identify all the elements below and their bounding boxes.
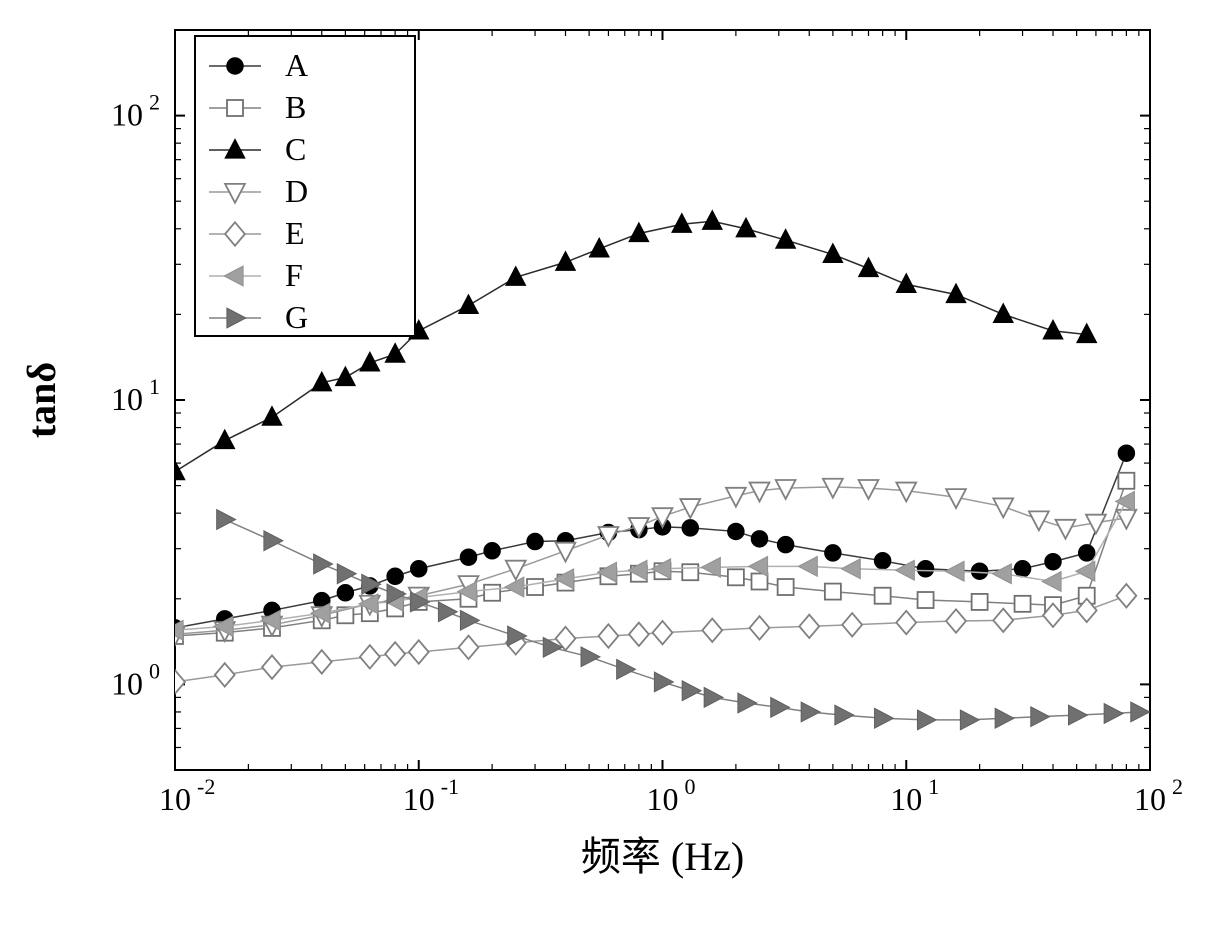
svg-text:10: 10 bbox=[159, 781, 191, 817]
y-axis-label: tanδ bbox=[19, 362, 64, 438]
svg-text:10: 10 bbox=[403, 781, 435, 817]
svg-text:10: 10 bbox=[111, 665, 143, 701]
svg-text:1: 1 bbox=[149, 374, 160, 399]
legend-label-F: F bbox=[285, 257, 303, 293]
legend-label-E: E bbox=[285, 215, 305, 251]
svg-text:-1: -1 bbox=[441, 774, 459, 799]
svg-text:10: 10 bbox=[647, 781, 679, 817]
legend-label-G: G bbox=[285, 299, 308, 335]
legend-label-C: C bbox=[285, 131, 306, 167]
svg-text:1: 1 bbox=[928, 774, 939, 799]
svg-text:10: 10 bbox=[890, 781, 922, 817]
x-axis-label: 频率 (Hz) bbox=[581, 834, 744, 879]
svg-text:0: 0 bbox=[149, 658, 160, 683]
chart-svg: 10-210-1100101102100101102频率 (Hz)tanδABC… bbox=[0, 0, 1214, 934]
series-B bbox=[167, 473, 1134, 644]
legend-label-B: B bbox=[285, 89, 306, 125]
chart-container: 10-210-1100101102100101102频率 (Hz)tanδABC… bbox=[0, 0, 1214, 934]
svg-text:0: 0 bbox=[685, 774, 696, 799]
svg-text:10: 10 bbox=[111, 97, 143, 133]
legend-label-A: A bbox=[285, 47, 308, 83]
svg-text:10: 10 bbox=[1134, 781, 1166, 817]
svg-text:2: 2 bbox=[1172, 774, 1183, 799]
legend-label-D: D bbox=[285, 173, 308, 209]
legend: ABCDEFG bbox=[195, 36, 415, 336]
svg-text:-2: -2 bbox=[197, 774, 215, 799]
svg-text:10: 10 bbox=[111, 381, 143, 417]
svg-text:2: 2 bbox=[149, 90, 160, 115]
